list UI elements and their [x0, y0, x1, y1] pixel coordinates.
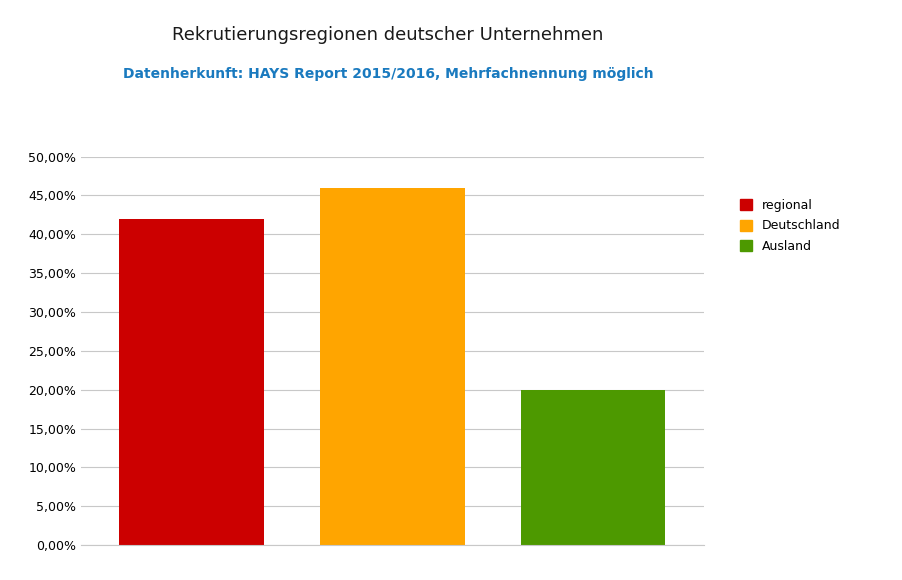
Bar [520, 390, 666, 545]
Text: Rekrutierungsregionen deutscher Unternehmen: Rekrutierungsregionen deutscher Unterneh… [172, 26, 603, 44]
Bar [320, 188, 465, 545]
Bar [119, 219, 264, 545]
Text: Datenherkunft: HAYS Report 2015/2016, Mehrfachnennung möglich: Datenherkunft: HAYS Report 2015/2016, Me… [123, 67, 653, 81]
Legend: regional, Deutschland, Ausland: regional, Deutschland, Ausland [735, 194, 846, 258]
